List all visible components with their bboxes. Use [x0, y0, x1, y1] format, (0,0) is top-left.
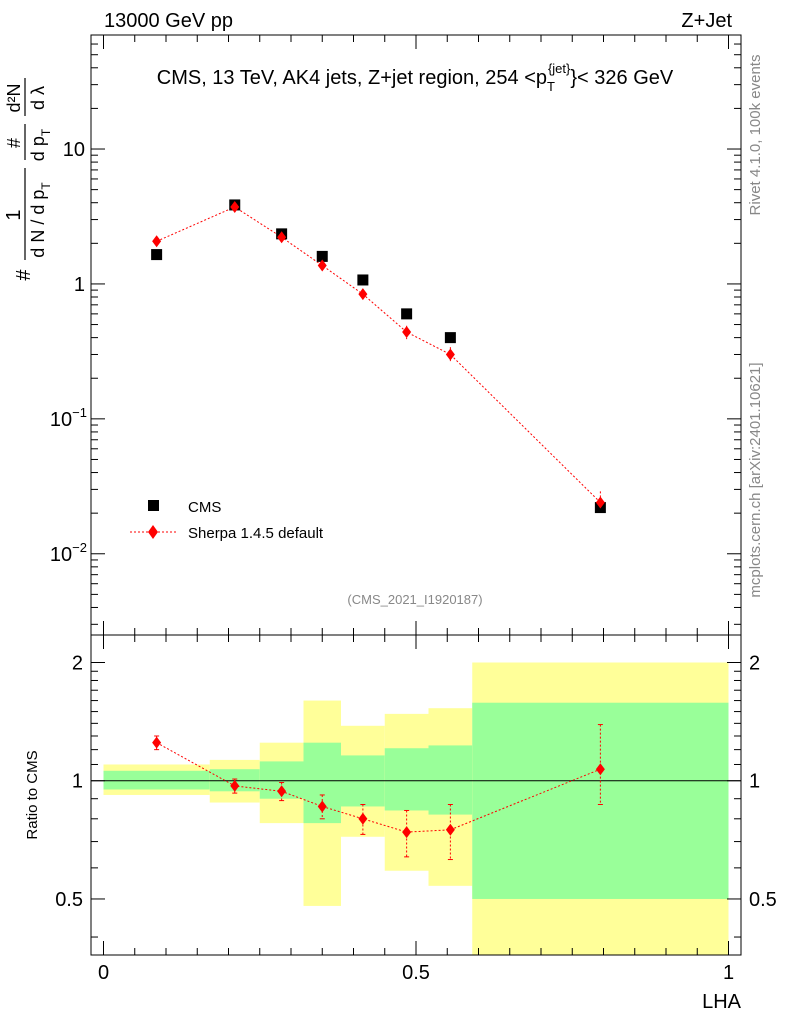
ratio-sherpa-point: [358, 812, 368, 825]
x-axis-label: LHA: [702, 991, 742, 1013]
ylabel-hash-left: #: [13, 269, 35, 281]
ratio-sherpa-line: [156, 742, 601, 833]
ratio-ytick-label-left: 2: [72, 653, 83, 675]
ylabel-frac-num: 1: [3, 209, 25, 220]
ratio-sherpa-point: [595, 763, 605, 776]
legend-sherpa-label: Sherpa 1.4.5 default: [188, 525, 324, 542]
ratio-axis-ticks: 0.5 0.5 1 1 2 2 0 0.5 1: [55, 635, 777, 984]
cms-data-point: [401, 308, 413, 320]
ratio-xtick-label: 1: [723, 962, 734, 984]
cms-data-point: [316, 250, 328, 262]
sherpa-data-point: [402, 326, 412, 339]
main-axis-ticks: 10 1 10−1 10−2: [50, 34, 741, 635]
ratio-ytick-label-left: 1: [72, 771, 83, 793]
ratio-sherpa-point: [402, 826, 412, 839]
ylabel-right-num: d²N: [4, 83, 24, 112]
main-ytick-label: 10−2: [50, 540, 87, 566]
sherpa-data-point: [230, 200, 240, 213]
main-ytick-label: 10: [63, 139, 85, 161]
cms-data-point: [357, 274, 369, 286]
ylabel-inner-num: #: [4, 138, 24, 148]
main-plot-marks: [151, 199, 606, 514]
cms-data-point: [444, 332, 456, 344]
ratio-band-inner: [428, 745, 473, 815]
ratio-band-inner: [103, 770, 210, 790]
ylabel-right-den: d λ: [28, 86, 48, 110]
main-ylabel: # 1 d N / d pT # d pT d²N d λ: [3, 78, 53, 281]
ratio-band-inner: [384, 748, 429, 811]
process-label: Z+Jet: [681, 10, 732, 32]
sherpa-data-point: [445, 348, 455, 361]
ratio-plot-marks: [91, 724, 741, 861]
sherpa-line: [156, 206, 601, 503]
legend-cms-marker: [148, 500, 159, 511]
sherpa-data-point: [317, 259, 327, 272]
main-ytick-label: 1: [74, 274, 85, 296]
ratio-uncertainty-bands: [103, 662, 729, 955]
ratio-sherpa-point: [230, 779, 240, 792]
analysis-watermark: (CMS_2021_I1920187): [347, 592, 482, 607]
ratio-ytick-label-right: 1: [749, 771, 760, 793]
rivet-version-label: Rivet 4.1.0, 100k events: [747, 55, 764, 216]
ratio-sherpa-point: [317, 800, 327, 813]
legend-sherpa-marker: [148, 525, 158, 539]
ratio-sherpa-point: [277, 785, 287, 798]
sherpa-data-point: [595, 496, 605, 509]
ratio-ylabel: Ratio to CMS: [24, 750, 41, 839]
ratio-sherpa-point: [152, 736, 162, 749]
legend-cms-label: CMS: [188, 499, 221, 516]
sherpa-data-point: [277, 231, 287, 244]
sherpa-data-point: [358, 288, 368, 301]
ratio-ytick-label-left: 0.5: [55, 889, 83, 911]
main-title: CMS, 13 TeV, AK4 jets, Z+jet region, 254…: [157, 61, 674, 94]
ratio-xtick-label: 0.5: [402, 962, 430, 984]
ratio-ytick-label-right: 0.5: [749, 889, 777, 911]
mcplots-source-label: mcplots.cern.ch [arXiv:2401.10621]: [747, 362, 764, 597]
ratio-xtick-label: 0: [98, 962, 109, 984]
energy-label: 13000 GeV pp: [104, 10, 233, 32]
ylabel-inner-den: d pT: [28, 128, 53, 161]
legend: CMS Sherpa 1.4.5 default: [130, 499, 324, 542]
main-panel: 10 1 10−1 10−2 CMS, 13 TeV, AK4 jets, Z+jet…: [3, 34, 742, 636]
main-frame: [90, 34, 742, 636]
ratio-panel: 0.5 0.5 1 1 2 2 0 0.5 1 Ratio to CMS LHA: [24, 634, 777, 1013]
sherpa-data-point: [152, 235, 162, 248]
ratio-sherpa-point: [445, 823, 455, 836]
main-ytick-label: 10−1: [50, 405, 87, 431]
ratio-ytick-label-right: 2: [749, 653, 760, 675]
ylabel-frac-den: d N / d pT: [28, 182, 53, 258]
cms-data-point: [151, 249, 163, 261]
